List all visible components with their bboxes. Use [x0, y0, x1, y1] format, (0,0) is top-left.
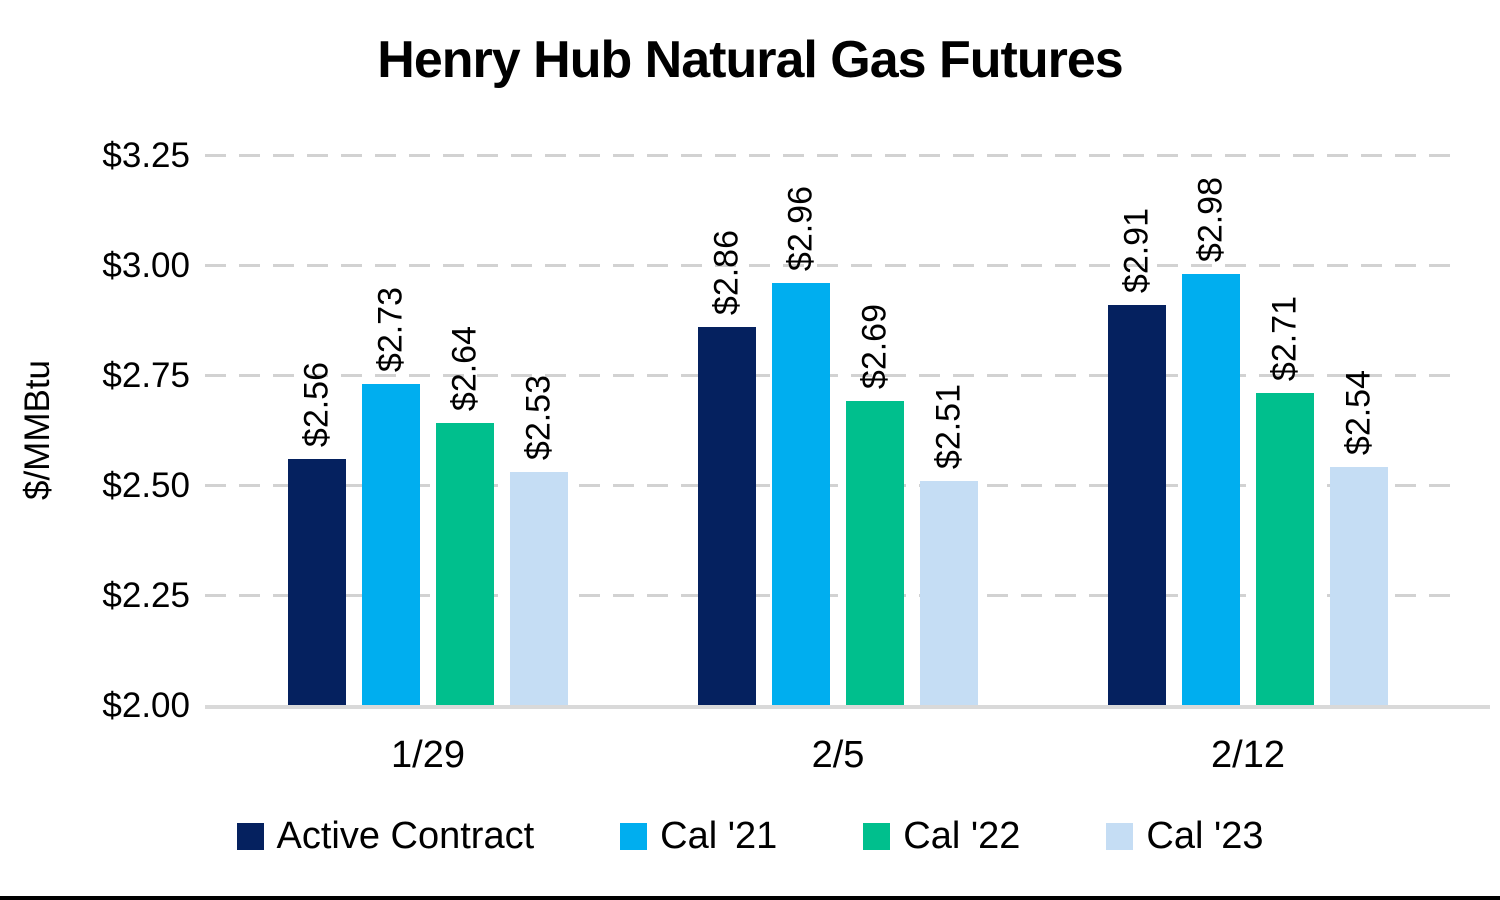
bar-cal-21: [1182, 273, 1240, 705]
gridline: [205, 594, 1460, 597]
y-tick-label: $2.00: [102, 686, 190, 725]
bar-cal-21: [772, 282, 830, 705]
gridline: [205, 484, 1460, 487]
bar-value-label: $2.64: [445, 326, 484, 412]
bar-cal-22: [436, 423, 494, 705]
legend-item: Cal '22: [863, 815, 1020, 858]
gridline: [205, 154, 1460, 157]
x-tick-label: 2/12: [1211, 734, 1285, 776]
bar-value-label: $2.91: [1117, 207, 1156, 293]
bar-value-label: $2.51: [929, 383, 968, 469]
legend-item: Cal '21: [620, 815, 777, 858]
y-tick-label: $3.25: [102, 136, 190, 175]
legend-label: Cal '23: [1146, 815, 1264, 857]
gridline: [205, 264, 1460, 267]
bar-cal-21: [362, 383, 420, 705]
gridline: [205, 374, 1460, 377]
bar-cal-22: [846, 401, 904, 705]
bar-value-label: $2.86: [707, 229, 746, 315]
bar-value-label: $2.53: [519, 374, 558, 460]
y-tick-label: $2.50: [102, 466, 190, 505]
x-tick-label: 2/5: [811, 734, 865, 776]
bar-value-label: $2.73: [371, 286, 410, 372]
y-tick-label: $2.25: [102, 576, 190, 615]
legend-label: Cal '21: [660, 815, 778, 857]
bar-value-label: $2.98: [1191, 176, 1230, 262]
bar-value-label: $2.96: [781, 185, 820, 271]
bar-cal-23: [510, 471, 568, 705]
legend-swatch: [236, 823, 264, 850]
bar-active-contract: [698, 326, 756, 705]
legend-item: Cal '23: [1106, 815, 1263, 858]
x-tick-label: 1/29: [391, 734, 465, 776]
bar-active-contract: [1108, 304, 1166, 705]
legend-item: Active Contract: [236, 815, 535, 858]
bar-cal-22: [1256, 392, 1314, 705]
legend-swatch: [863, 823, 891, 850]
legend-label: Active Contract: [276, 815, 535, 857]
y-tick-label: $3.00: [102, 246, 190, 285]
legend: Active Contract Cal '21 Cal '22 Cal '23: [0, 815, 1500, 858]
bar-value-label: $2.69: [855, 304, 894, 390]
bottom-rule: [0, 896, 1500, 900]
bar-cal-23: [920, 480, 978, 705]
y-tick-label: $2.75: [102, 356, 190, 395]
legend-label: Cal '22: [903, 815, 1021, 857]
x-axis-line: [205, 705, 1490, 709]
legend-swatch: [1106, 823, 1134, 850]
bar-value-label: $2.56: [297, 361, 336, 447]
bar-cal-23: [1330, 467, 1388, 705]
bar-value-label: $2.71: [1265, 295, 1304, 381]
bar-active-contract: [288, 458, 346, 705]
legend-swatch: [620, 823, 648, 850]
bar-value-label: $2.54: [1339, 370, 1378, 456]
chart-title: Henry Hub Natural Gas Futures: [377, 31, 1123, 89]
